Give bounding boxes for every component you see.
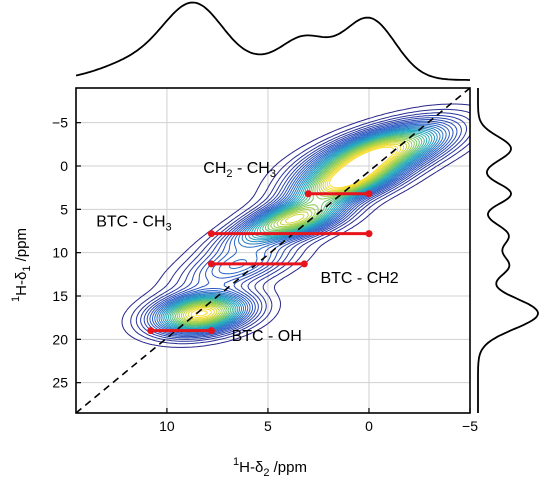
contour-level bbox=[173, 135, 420, 326]
contour-level bbox=[190, 145, 399, 319]
y-axis-label: 1H-δ1 /ppm bbox=[10, 228, 33, 302]
diagonal-dashed-line bbox=[76, 88, 470, 413]
annotation-text: BTC - CH2 bbox=[320, 270, 398, 287]
correlation-lines bbox=[147, 190, 373, 335]
correlation-dot bbox=[304, 190, 312, 198]
contour-level bbox=[184, 142, 405, 321]
y-axis-label-sup: 1 bbox=[10, 296, 22, 302]
y-tick-label: 15 bbox=[52, 288, 68, 304]
right-projection bbox=[477, 88, 539, 413]
x-axis-label-sup: 1 bbox=[233, 456, 239, 468]
contour-level bbox=[160, 127, 438, 332]
x-tick-label: 5 bbox=[264, 418, 272, 434]
annotation-text: BTC - OH bbox=[232, 328, 302, 345]
correlation-dot bbox=[207, 230, 215, 238]
top-projection bbox=[75, 1, 470, 81]
contour-level bbox=[140, 115, 468, 340]
contour-level bbox=[178, 138, 413, 324]
annotation-1: BTC - CH3 bbox=[96, 214, 171, 234]
contour-level bbox=[156, 125, 444, 333]
contour-level bbox=[162, 128, 435, 331]
annotation-3: BTC - OH bbox=[232, 328, 302, 345]
y-tick-label: 10 bbox=[52, 245, 68, 261]
contour-level bbox=[149, 120, 454, 336]
contour-level bbox=[195, 146, 396, 317]
x-axis-label-unit: /ppm bbox=[269, 459, 307, 476]
x-axis-label-sub: 2 bbox=[263, 467, 269, 479]
y-axis-label-sub: 1 bbox=[21, 266, 33, 272]
plot-frame bbox=[75, 87, 471, 414]
y-tick-label: 5 bbox=[60, 201, 68, 217]
contour-level bbox=[187, 143, 402, 320]
diagonal-line bbox=[76, 88, 470, 413]
x-tick-label: 10 bbox=[159, 418, 175, 434]
x-tick-label: 0 bbox=[365, 418, 373, 434]
correlation-dot bbox=[207, 260, 215, 268]
contour-level bbox=[146, 119, 458, 338]
contour-level bbox=[151, 122, 450, 335]
annotation-text: CH bbox=[203, 160, 226, 177]
y-tick-label: −5 bbox=[52, 115, 68, 131]
correlation-dot bbox=[365, 190, 373, 198]
contour-layer bbox=[121, 103, 470, 348]
right-projection-curve bbox=[477, 88, 539, 413]
annotation-subscript: 2 bbox=[226, 168, 232, 180]
x-axis-label-main: H-δ bbox=[239, 459, 263, 476]
annotation-subscript: 3 bbox=[270, 168, 276, 180]
correlation-dot bbox=[300, 260, 308, 268]
y-axis-label-unit: /ppm bbox=[13, 228, 30, 266]
annotation-subscript: 3 bbox=[166, 222, 172, 234]
y-ticks: −5 0 5 10 15 20 25 bbox=[52, 115, 81, 391]
correlation-dot bbox=[207, 327, 215, 335]
y-tick-label: 25 bbox=[52, 375, 68, 391]
contour-level bbox=[135, 112, 470, 342]
x-axis-label: 1H-δ2 /ppm bbox=[233, 456, 307, 479]
x-tick-label: −5 bbox=[462, 418, 478, 434]
contour-level bbox=[171, 134, 423, 327]
annotation-text: - CH bbox=[233, 160, 270, 177]
x-ticks: 10 5 0 −5 bbox=[159, 408, 478, 434]
annotation-2: BTC - CH2 bbox=[320, 270, 398, 287]
y-tick-label: 0 bbox=[60, 158, 68, 174]
correlation-dot bbox=[365, 230, 373, 238]
annotation-0: CH2 - CH3 bbox=[203, 160, 276, 180]
annotation-text: BTC - CH bbox=[96, 214, 165, 231]
y-tick-label: 20 bbox=[52, 331, 68, 347]
contour-level bbox=[121, 103, 470, 348]
y-axis-label-main: H-δ bbox=[13, 272, 30, 296]
contour-level bbox=[158, 126, 441, 332]
top-projection-curve bbox=[75, 1, 470, 81]
correlation-dot bbox=[147, 327, 155, 335]
